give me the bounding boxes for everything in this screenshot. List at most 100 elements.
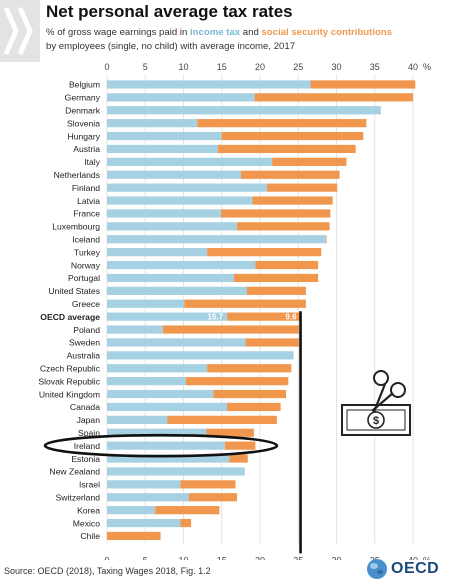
- x-tick-label-top: 15: [217, 62, 227, 72]
- category-label: Austria: [73, 144, 100, 154]
- category-label: Canada: [70, 402, 100, 412]
- category-label: Slovenia: [67, 118, 100, 128]
- bar-income-tax: [107, 157, 273, 166]
- bar-social-security: [162, 325, 300, 334]
- bar-social-security: [229, 454, 248, 463]
- x-tick-label-bottom: 25: [293, 555, 303, 560]
- legend-income-tax: income tax: [190, 27, 241, 38]
- bar-income-tax: [107, 312, 228, 321]
- bar-social-security: [188, 493, 238, 502]
- x-tick-label-top: 5: [143, 62, 148, 72]
- bar-social-security: [246, 286, 306, 295]
- bar-income-tax: [107, 235, 326, 244]
- x-tick-label-top: 20: [255, 62, 265, 72]
- data-label: 9.6: [285, 313, 297, 322]
- bar-income-tax: [107, 351, 294, 360]
- scissors-handle-right: [390, 382, 406, 398]
- category-label: United Kingdom: [39, 389, 100, 399]
- x-tick-label-top: 40: [408, 62, 418, 72]
- subtitle-prefix: % of gross wage earnings paid in: [46, 27, 190, 38]
- bar-income-tax: [107, 248, 208, 257]
- unit-label-top: %: [423, 62, 431, 72]
- bar-social-security: [237, 222, 330, 231]
- category-label: New Zealand: [49, 467, 100, 477]
- bar-social-security: [325, 235, 327, 244]
- bar-income-tax: [107, 389, 214, 399]
- bar-income-tax: [107, 377, 186, 386]
- bar-income-tax: [107, 80, 311, 89]
- category-label: Mexico: [73, 518, 100, 528]
- legend-social-security: social security contributions: [261, 27, 393, 38]
- x-tick-label-top: 0: [104, 62, 109, 72]
- bar-income-tax: [107, 402, 228, 412]
- source-note: Source: OECD (2018), Taxing Wages 2018, …: [4, 566, 211, 576]
- bar-social-security: [240, 170, 340, 179]
- category-label: Latvia: [77, 196, 100, 206]
- bar-income-tax: [107, 222, 238, 231]
- globe-icon: [367, 559, 387, 579]
- category-label: Israel: [79, 480, 100, 490]
- category-label: Luxembourg: [52, 222, 100, 232]
- category-label: Poland: [73, 325, 100, 335]
- bar-social-security: [207, 364, 292, 373]
- category-label: Slovak Republic: [38, 376, 100, 386]
- bar-social-security: [233, 273, 319, 283]
- bar-income-tax: [107, 325, 163, 334]
- bar-social-security: [197, 119, 367, 128]
- category-label: Australia: [67, 351, 101, 361]
- bar-social-security: [180, 518, 192, 528]
- data-label: 15.7: [208, 313, 224, 322]
- bar-income-tax: [107, 131, 222, 141]
- bar-income-tax: [107, 480, 181, 489]
- category-label: Iceland: [72, 234, 100, 244]
- bar-social-security: [252, 196, 333, 205]
- unit-label-bottom: %: [423, 555, 431, 560]
- bar-social-security: [107, 531, 161, 541]
- bar-income-tax: [107, 454, 230, 463]
- bar-social-security: [155, 506, 220, 515]
- bar-social-security: [184, 299, 306, 308]
- category-label: Denmark: [65, 105, 101, 115]
- category-label: Chile: [80, 531, 100, 541]
- bar-income-tax: [107, 209, 221, 218]
- bar-income-tax: [107, 467, 245, 476]
- bar-social-security: [180, 480, 236, 489]
- scissors-blade-right: [371, 392, 394, 412]
- category-label: Germany: [65, 93, 101, 103]
- bar-social-security: [220, 209, 331, 218]
- bar-income-tax: [107, 299, 185, 308]
- category-label: Greece: [72, 299, 100, 309]
- x-tick-label-bottom: 0: [104, 555, 109, 560]
- category-label: Switzerland: [56, 492, 101, 502]
- x-tick-label-bottom: 20: [255, 555, 265, 560]
- chart-title: Net personal average tax rates: [46, 2, 293, 21]
- bar-income-tax: [107, 364, 208, 373]
- category-label: Portugal: [68, 273, 100, 283]
- bar-income-tax: [107, 493, 189, 502]
- category-label: Korea: [77, 505, 100, 515]
- scissors-money-illustration: $: [341, 370, 411, 436]
- bar-social-security: [272, 157, 347, 166]
- tax-rate-bar-chart: 0 5 10 15 20 25 30 35 40% 0 5 10 15 20 25 30 35 40% Belgiu…: [38, 62, 431, 560]
- category-label: France: [73, 209, 100, 219]
- bar-social-security: [254, 93, 413, 102]
- bar-income-tax: [107, 93, 255, 102]
- category-label: Estonia: [71, 454, 100, 464]
- category-label: United States: [48, 286, 100, 296]
- bar-social-security: [213, 389, 287, 399]
- logo-text: OECD: [391, 560, 440, 577]
- bar-income-tax: [107, 286, 247, 295]
- category-label: Sweden: [69, 338, 100, 348]
- bar-income-tax: [107, 196, 253, 205]
- category-label: Spain: [78, 428, 100, 438]
- brand-chevron-stripe: [0, 0, 40, 62]
- ireland-highlight-ellipse: [43, 433, 279, 458]
- category-label: Czech Republic: [40, 363, 101, 373]
- bar-social-security: [167, 415, 277, 424]
- bar-income-tax: [107, 119, 198, 128]
- bar-income-tax: [107, 106, 381, 115]
- oecd-logo: OECD: [365, 557, 447, 581]
- category-label: Finland: [72, 183, 100, 193]
- category-label: OECD average: [40, 312, 100, 322]
- bar-social-security: [310, 80, 416, 89]
